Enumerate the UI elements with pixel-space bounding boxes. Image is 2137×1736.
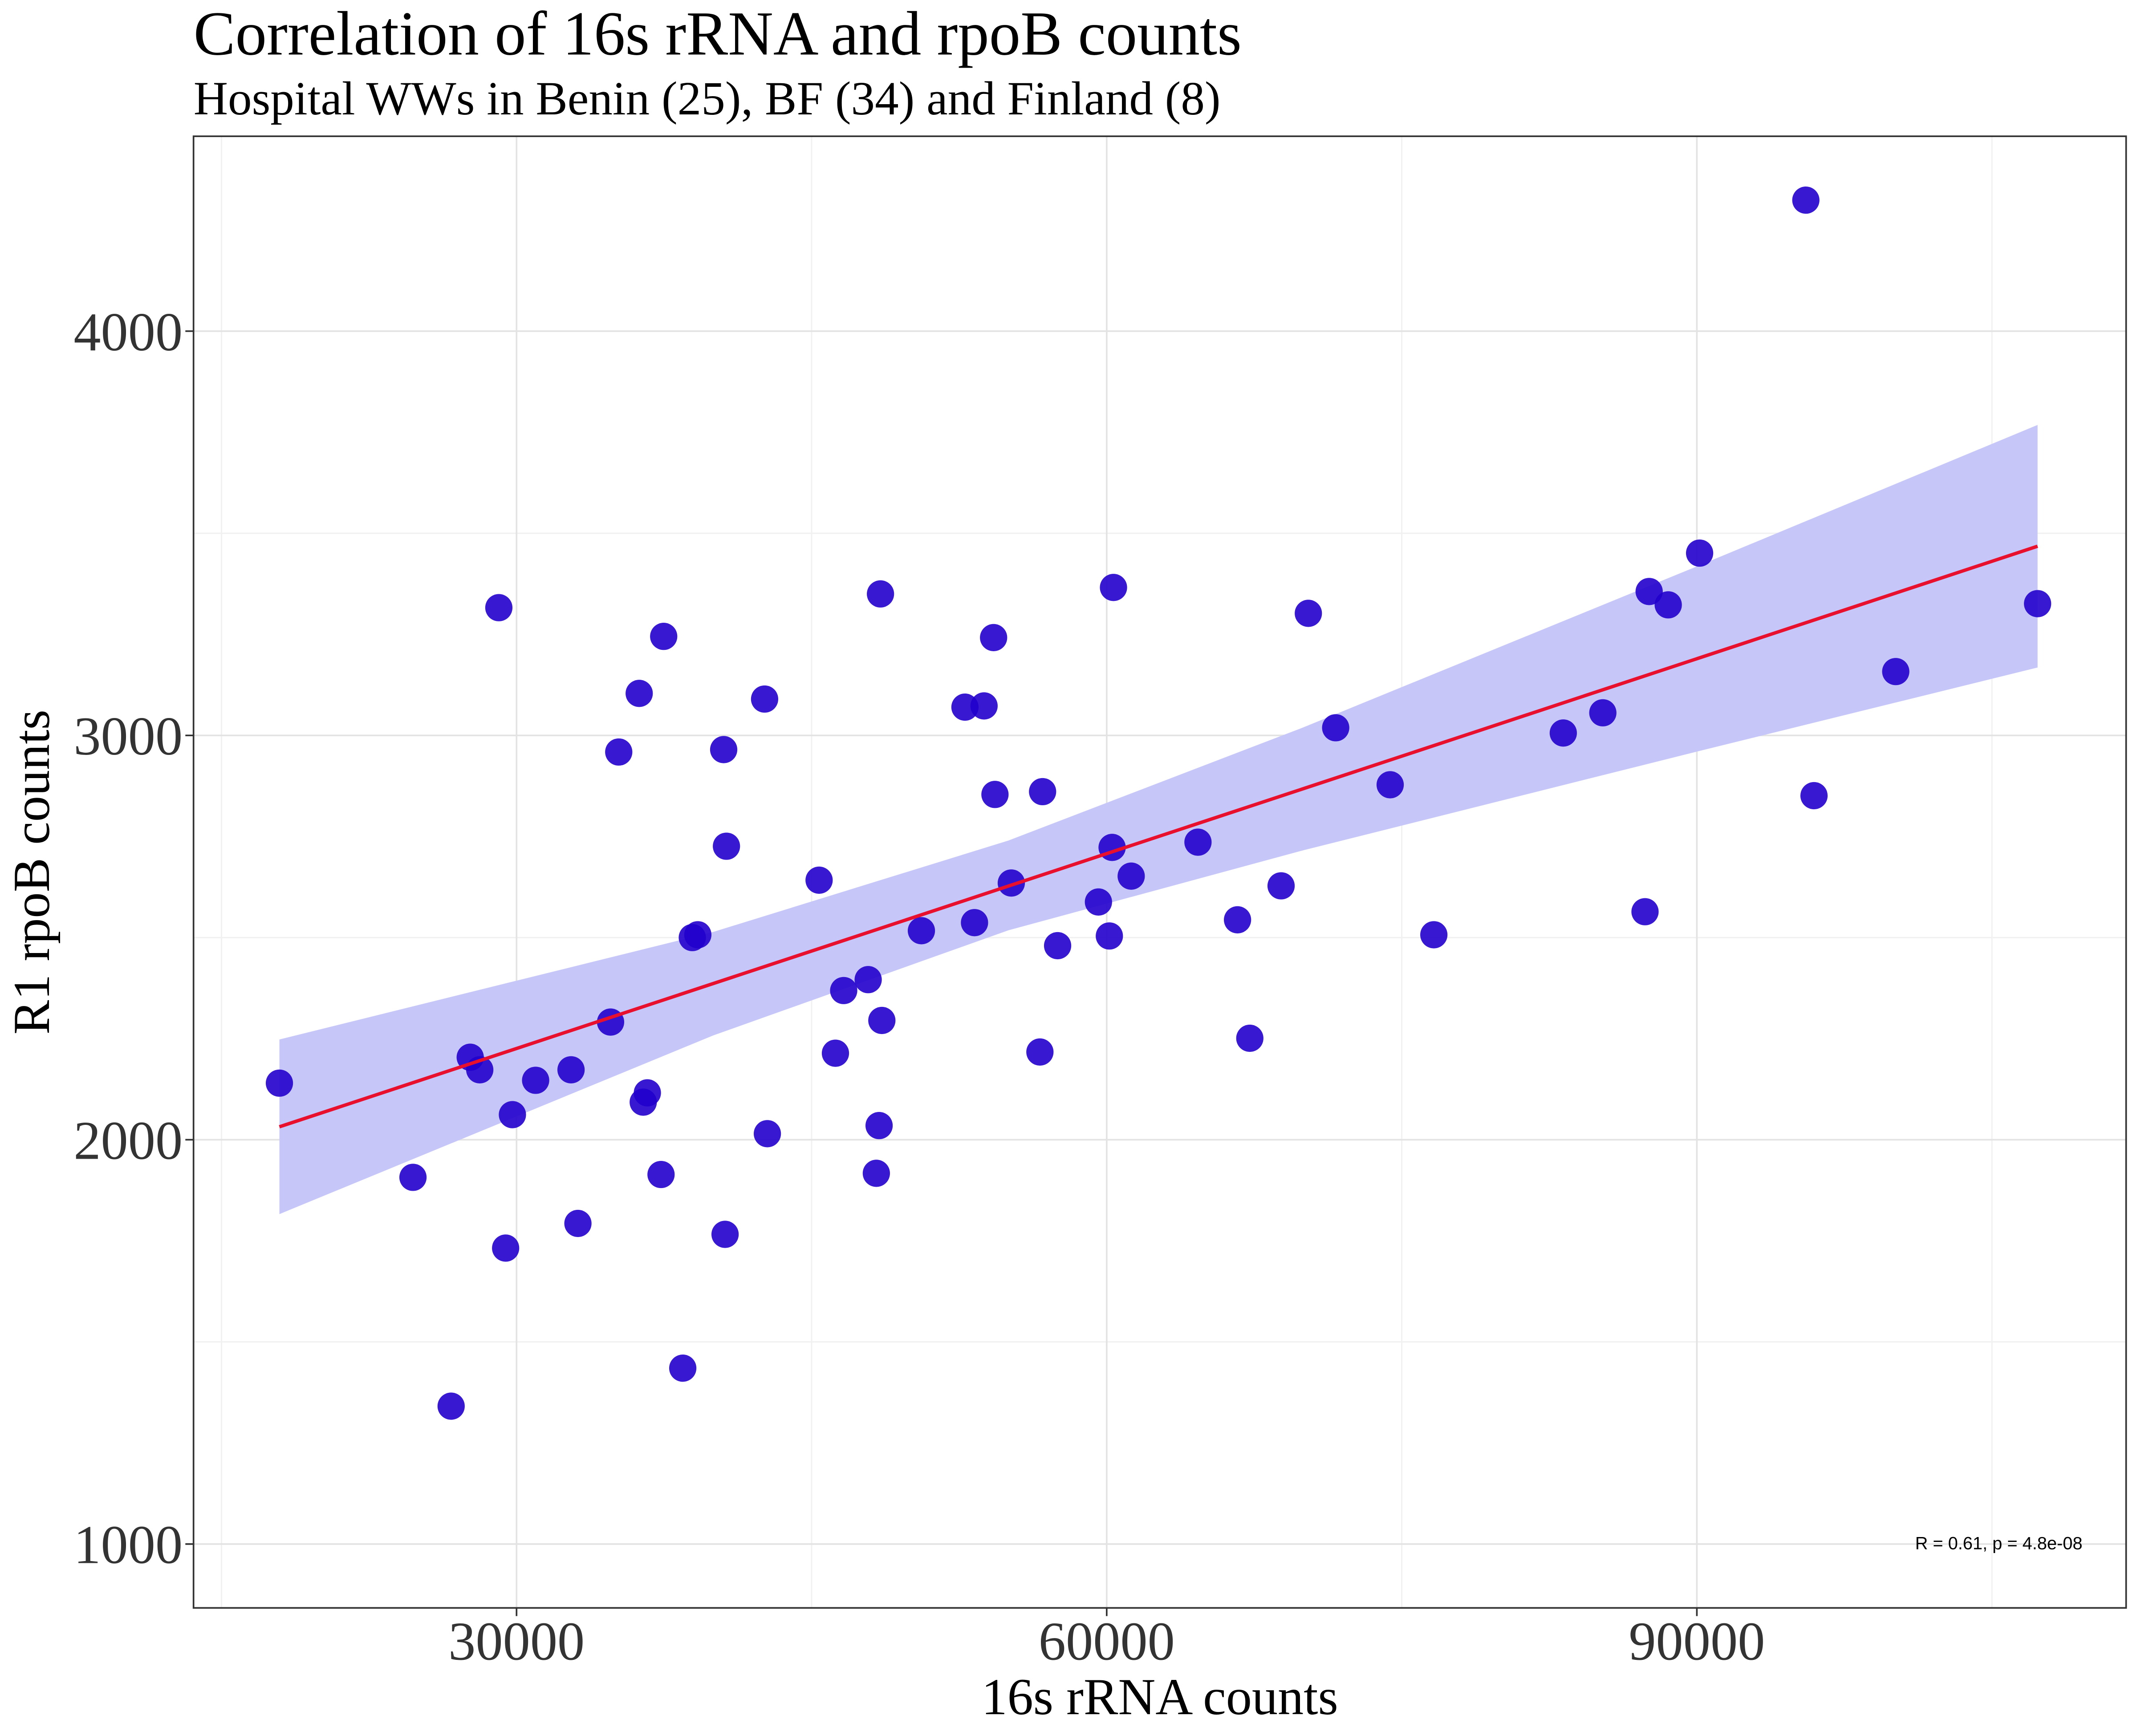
- data-point: [399, 1164, 427, 1191]
- data-point: [1800, 782, 1828, 810]
- data-point: [564, 1209, 592, 1237]
- data-point: [1420, 921, 1448, 949]
- data-point: [626, 680, 653, 707]
- data-point: [868, 1006, 896, 1034]
- data-point: [1044, 932, 1072, 960]
- data-point: [1026, 1038, 1054, 1066]
- data-point: [805, 866, 833, 894]
- correlation-annotation: R = 0.61, p = 4.8e-08: [1915, 1534, 2083, 1553]
- data-point: [499, 1101, 526, 1128]
- data-point: [1085, 888, 1112, 916]
- data-point: [867, 580, 894, 608]
- data-point: [1184, 828, 1212, 856]
- x-axis-title: 16s rRNA counts: [981, 1668, 1338, 1726]
- y-tick-label: 4000: [73, 302, 183, 362]
- data-point: [265, 1069, 293, 1097]
- y-tick-label: 1000: [73, 1515, 183, 1575]
- data-point: [634, 1079, 661, 1107]
- data-point: [710, 736, 738, 763]
- data-point: [1267, 872, 1295, 900]
- data-point: [1224, 906, 1251, 933]
- data-point: [1635, 578, 1663, 605]
- regression-line: [279, 544, 2038, 1129]
- data-point: [1589, 699, 1617, 726]
- data-point: [1322, 714, 1349, 742]
- x-tick-label: 30000: [448, 1612, 585, 1672]
- data-point: [437, 1392, 465, 1420]
- data-point: [865, 1112, 893, 1140]
- data-point: [1882, 658, 1909, 685]
- data-point: [492, 1234, 520, 1262]
- data-point: [1096, 922, 1123, 950]
- data-point: [669, 1355, 697, 1382]
- data-point: [1100, 574, 1127, 601]
- data-point: [1631, 898, 1659, 925]
- data-point: [1686, 539, 1714, 567]
- data-point: [2024, 590, 2052, 617]
- y-tick-label: 2000: [73, 1111, 183, 1171]
- data-point: [970, 692, 998, 720]
- confidence-band: [279, 425, 2038, 1214]
- data-point: [981, 781, 1009, 808]
- data-point: [1117, 862, 1145, 890]
- data-point: [1376, 771, 1404, 799]
- data-point: [907, 917, 935, 945]
- data-point: [854, 966, 882, 994]
- data-point: [647, 1160, 675, 1188]
- data-point: [830, 977, 857, 1004]
- data-point: [1654, 591, 1682, 619]
- chart-subtitle: Hospital WWs in Benin (25), BF (34) and …: [194, 73, 1221, 125]
- plot-border: [192, 135, 2127, 1609]
- x-tick-label: 90000: [1629, 1612, 1765, 1672]
- data-point: [650, 623, 678, 650]
- data-point: [980, 624, 1008, 651]
- data-point: [997, 869, 1025, 897]
- chart-title: Correlation of 16s rRNA and rpoB counts: [194, 0, 1242, 68]
- data-point: [1029, 778, 1056, 806]
- y-tick-label: 3000: [73, 706, 183, 767]
- x-tick-label: 60000: [1039, 1612, 1175, 1672]
- data-point: [753, 1120, 781, 1148]
- data-point: [961, 909, 988, 937]
- data-point: [557, 1056, 585, 1083]
- data-point: [605, 738, 633, 766]
- data-point: [1792, 187, 1820, 214]
- data-point: [684, 921, 712, 949]
- data-point: [751, 685, 779, 713]
- data-point: [485, 594, 513, 621]
- data-point: [713, 832, 740, 860]
- data-point: [1295, 600, 1322, 627]
- data-point: [1236, 1024, 1264, 1052]
- data-point: [862, 1160, 890, 1187]
- data-point: [522, 1067, 549, 1094]
- data-point: [1549, 719, 1577, 747]
- data-point: [821, 1039, 849, 1067]
- data-point: [711, 1221, 739, 1248]
- y-axis-title: R1 rpoB counts: [3, 710, 61, 1034]
